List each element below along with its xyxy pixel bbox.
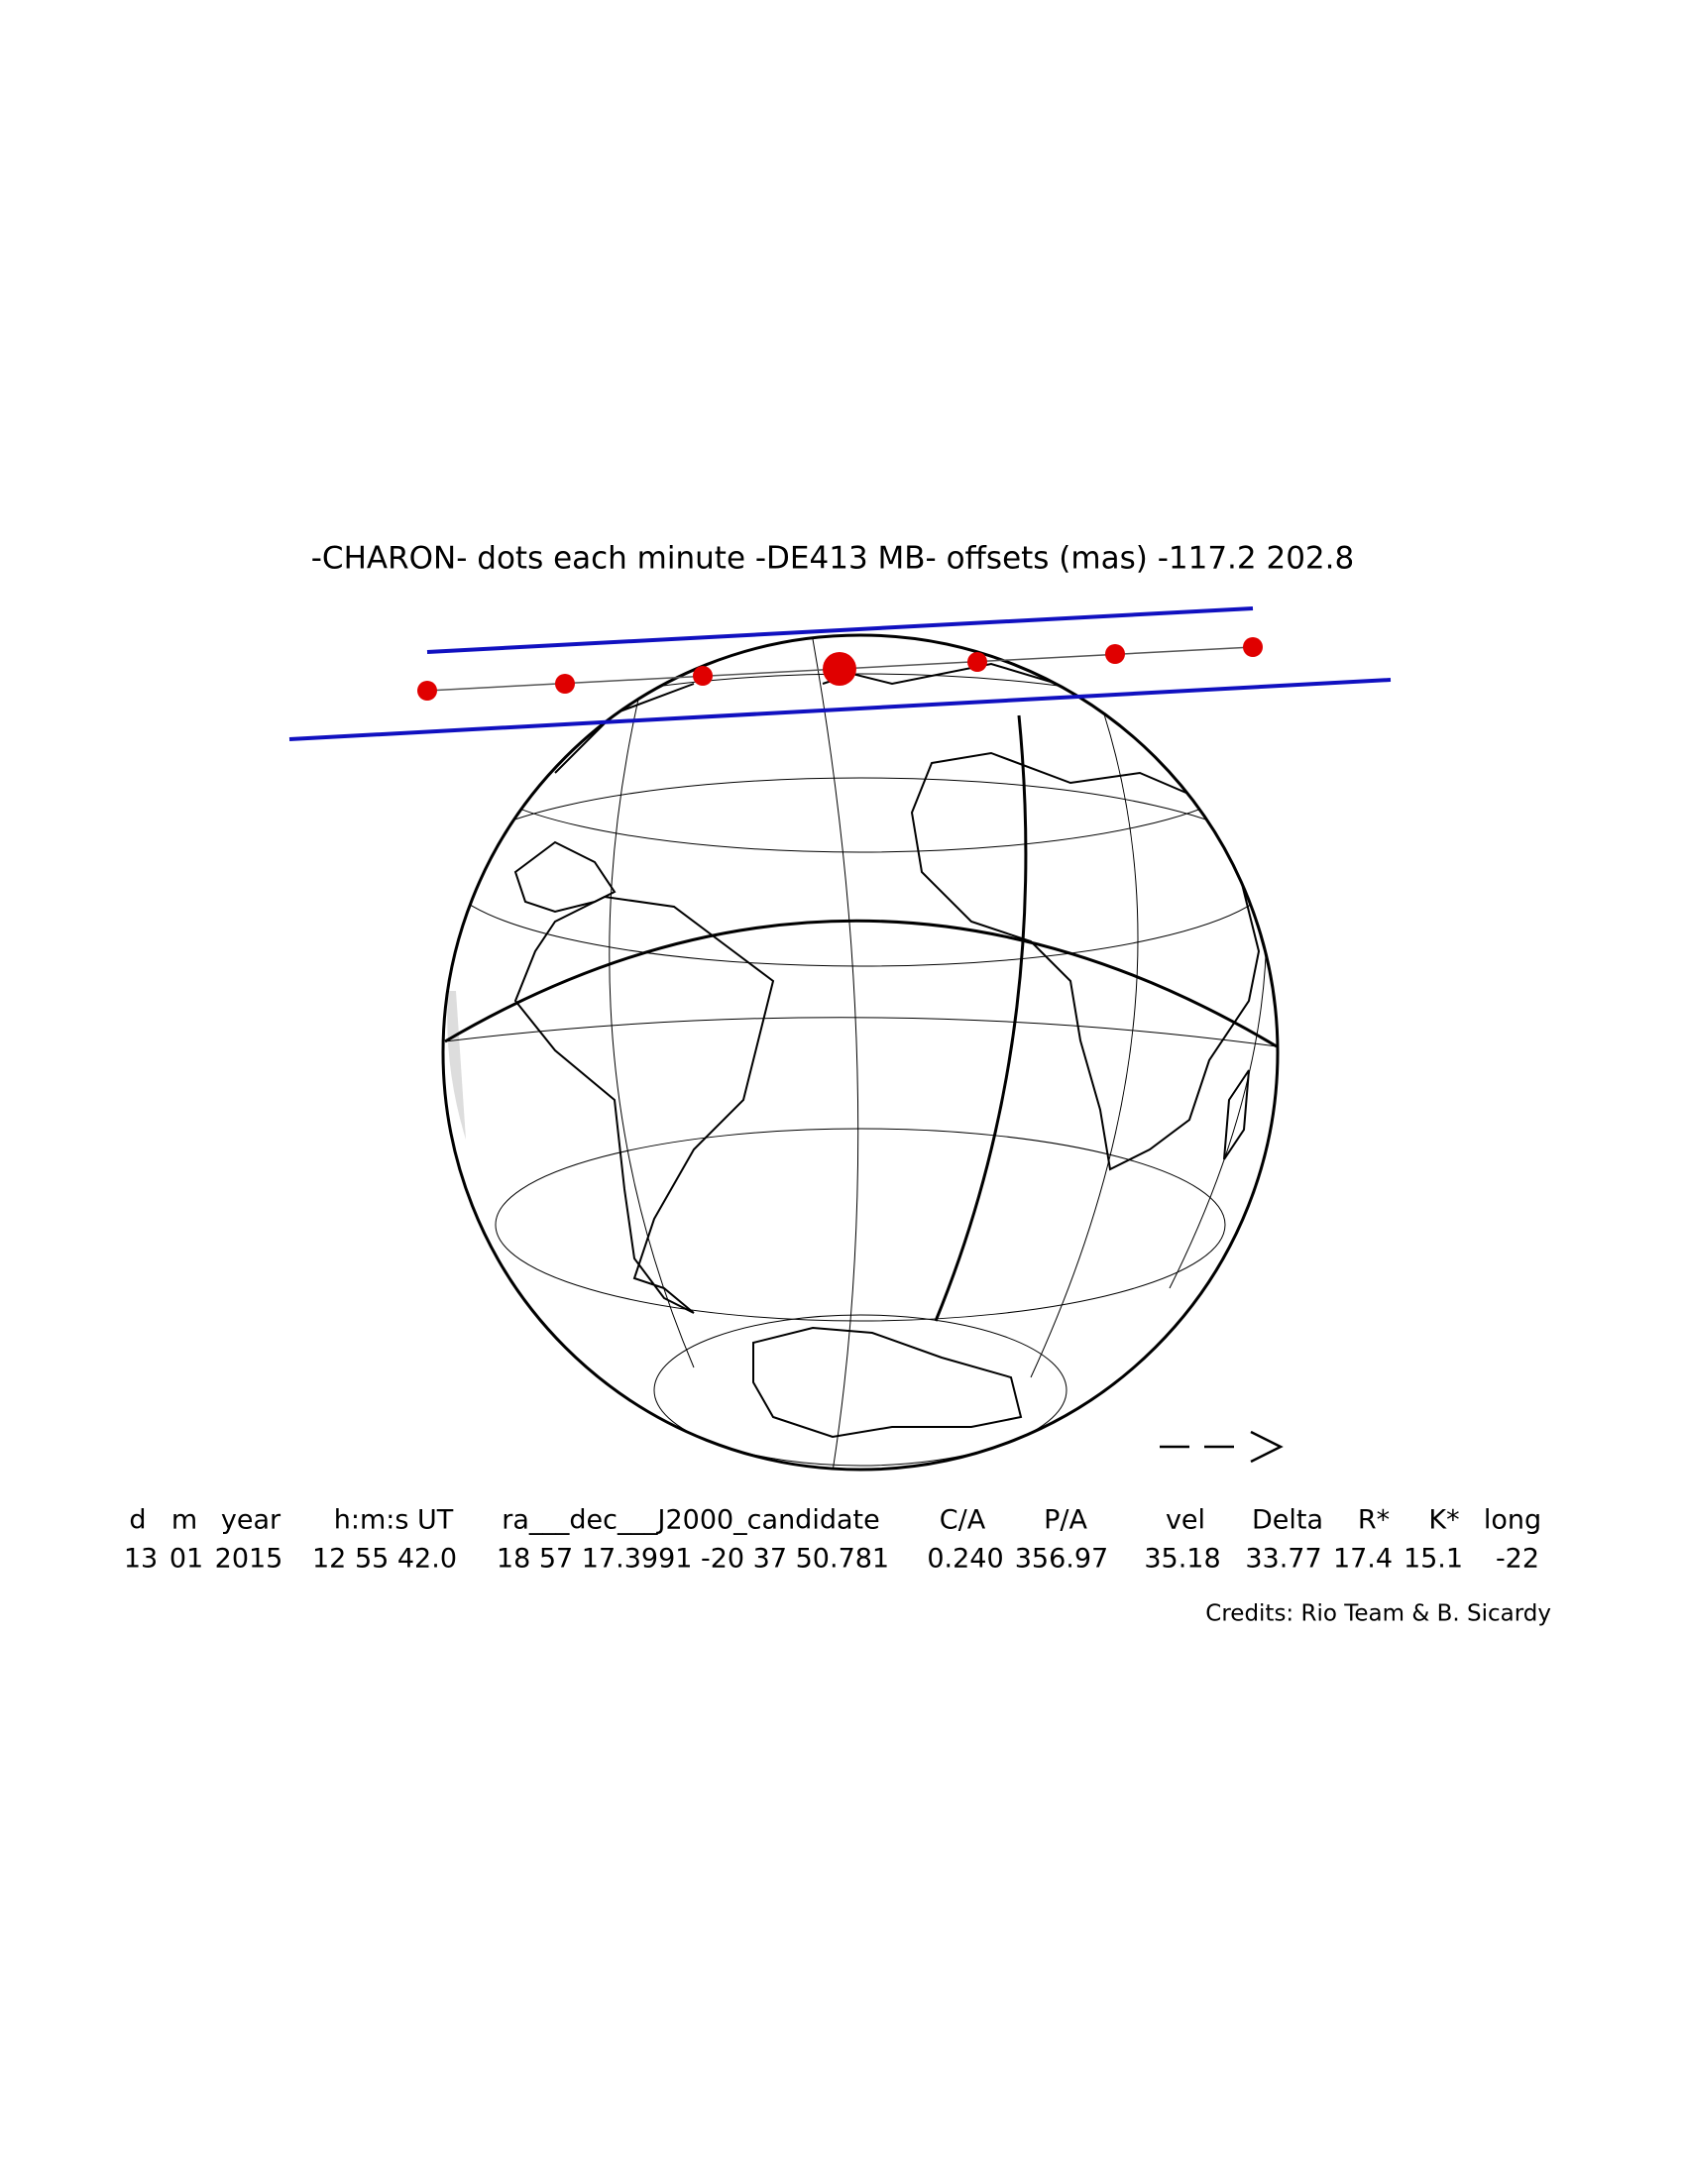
- globe: [441, 633, 1280, 1472]
- column-header: K*: [1428, 1505, 1459, 1536]
- column-value: 15.1: [1404, 1544, 1463, 1575]
- column-header: Delta: [1252, 1505, 1323, 1536]
- column-header: ra___dec___J2000_candidate: [502, 1505, 879, 1536]
- credits: Credits: Rio Team & B. Sicardy: [1205, 1601, 1551, 1627]
- value-row: 13 01 2015 12 55 42.0 18 57 17.3991 -20 37 5…: [124, 1544, 1539, 1575]
- column-value: 13: [124, 1544, 158, 1575]
- direction-arrow: [1160, 1430, 1284, 1464]
- column-header: year: [221, 1505, 281, 1536]
- column-value: 0.240: [927, 1544, 1003, 1575]
- column-header: d: [129, 1505, 146, 1536]
- column-value: 33.77: [1245, 1544, 1321, 1575]
- column-header: P/A: [1044, 1505, 1087, 1536]
- map-title: -CHARON- dots each minute -DE413 MB- off…: [311, 541, 1354, 577]
- shadow-limit: [288, 678, 1392, 741]
- column-header: vel: [1166, 1505, 1205, 1536]
- column-header: m: [171, 1505, 197, 1536]
- column-value: 35.18: [1144, 1544, 1220, 1575]
- column-value: 12 55 42.0: [312, 1544, 457, 1575]
- column-header: C/A: [940, 1505, 986, 1536]
- column-value: 18 57 17.3991 -20 37 50.781: [497, 1544, 889, 1575]
- shadow-limit: [426, 606, 1254, 654]
- column-header: h:m:s UT: [334, 1505, 454, 1536]
- column-value: 17.4: [1333, 1544, 1393, 1575]
- column-header: R*: [1358, 1505, 1390, 1536]
- column-value: 356.97: [1015, 1544, 1108, 1575]
- column-value: 2015: [215, 1544, 283, 1575]
- column-header: long: [1484, 1505, 1541, 1536]
- column-value: -22: [1496, 1544, 1539, 1575]
- header-row: d m year h:m:s UT ra___dec___J2000_candidate…: [129, 1505, 1541, 1536]
- column-value: 01: [169, 1544, 203, 1575]
- minute-dots: [417, 637, 1263, 701]
